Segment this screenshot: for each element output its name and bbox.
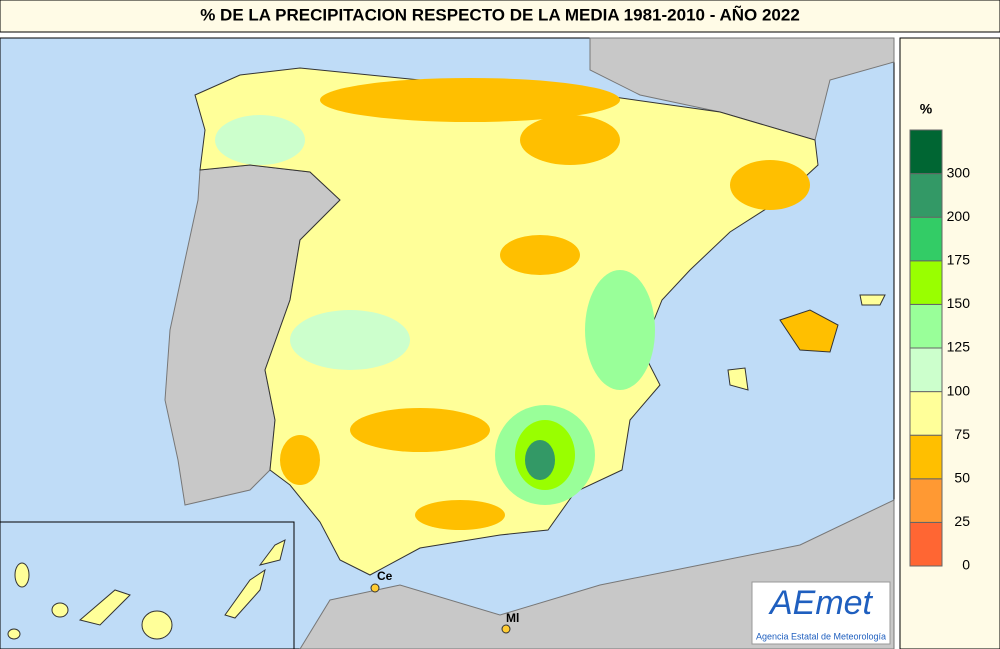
island	[14, 562, 30, 588]
dry-area	[350, 408, 490, 452]
legend-swatch	[909, 260, 943, 305]
legend-tick-label: 0	[962, 557, 970, 573]
place-label: Ml	[506, 611, 519, 625]
legend-swatch	[909, 347, 943, 393]
place-marker	[501, 624, 511, 634]
title-bar	[0, 0, 1000, 33]
wet-area	[290, 310, 410, 370]
legend-swatch	[909, 434, 943, 480]
island	[7, 628, 21, 640]
legend-tick-label: 200	[947, 208, 971, 224]
legend-tick-label: 300	[947, 164, 971, 180]
dry-area	[520, 115, 620, 165]
wet-area	[585, 270, 655, 390]
legend: 0 25 50 75 100 125 150 175 200 300	[909, 129, 971, 573]
dry-area	[415, 500, 505, 530]
title: % DE LA PRECIPITACION RESPECTO DE LA MED…	[200, 4, 800, 24]
africa	[299, 499, 895, 649]
legend-swatch	[909, 391, 943, 436]
logo-name: AEmet	[768, 584, 874, 622]
place-label: Ce	[377, 569, 393, 583]
island	[78, 589, 131, 626]
canary-islands	[7, 539, 286, 640]
island	[727, 367, 749, 391]
wet-area	[525, 440, 555, 480]
island	[141, 610, 173, 640]
legend-tick-label: 75	[954, 426, 970, 442]
legend-unit: %	[920, 101, 933, 117]
anomaly-areas	[215, 78, 810, 530]
island	[859, 294, 886, 306]
place-marker	[370, 583, 380, 593]
island	[224, 568, 266, 619]
dry-area	[320, 78, 620, 122]
spain	[194, 67, 819, 576]
logo-subtitle: Agencia Estatal de Meteorología	[756, 631, 886, 641]
legend-tick-label: 150	[947, 295, 971, 311]
legend-swatch	[909, 129, 943, 175]
legend-tick-label: 50	[954, 470, 970, 486]
legend-swatch	[909, 303, 943, 349]
legend-tick-label: 125	[947, 339, 971, 355]
dry-area	[500, 235, 580, 275]
island	[779, 309, 839, 353]
dry-area	[730, 160, 810, 210]
legend-tick-label: 175	[947, 252, 971, 268]
legend-swatch	[909, 478, 943, 523]
island	[51, 602, 69, 618]
logo-box	[751, 581, 891, 645]
legend-swatch	[909, 521, 943, 567]
wet-area	[215, 115, 305, 165]
legend-swatch	[909, 173, 943, 218]
dry-area	[280, 435, 320, 485]
island	[258, 539, 286, 566]
legend-swatch	[909, 216, 943, 262]
legend-tick-label: 100	[947, 382, 971, 398]
legend-tick-label: 25	[954, 513, 970, 529]
